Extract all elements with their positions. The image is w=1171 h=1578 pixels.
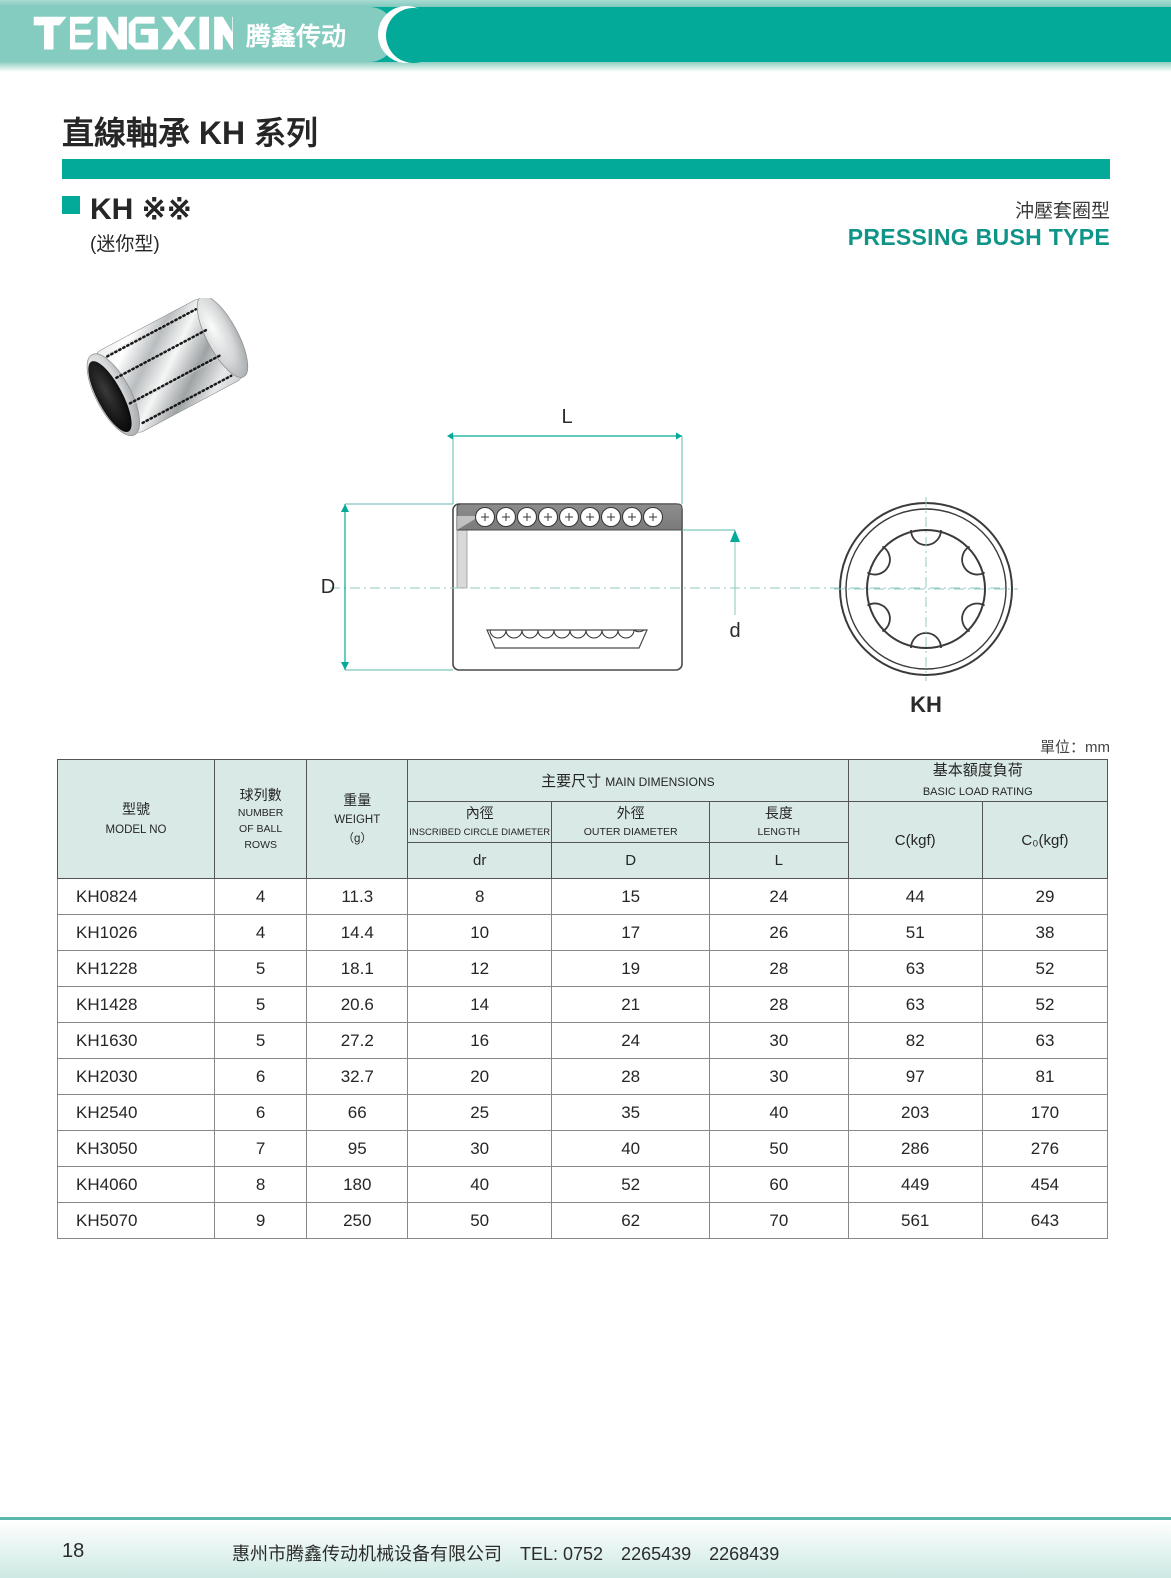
svg-text:D: D [321, 576, 335, 598]
svg-text:L: L [561, 406, 572, 428]
svg-text:KH: KH [910, 692, 942, 717]
svg-text:d: d [729, 620, 740, 642]
